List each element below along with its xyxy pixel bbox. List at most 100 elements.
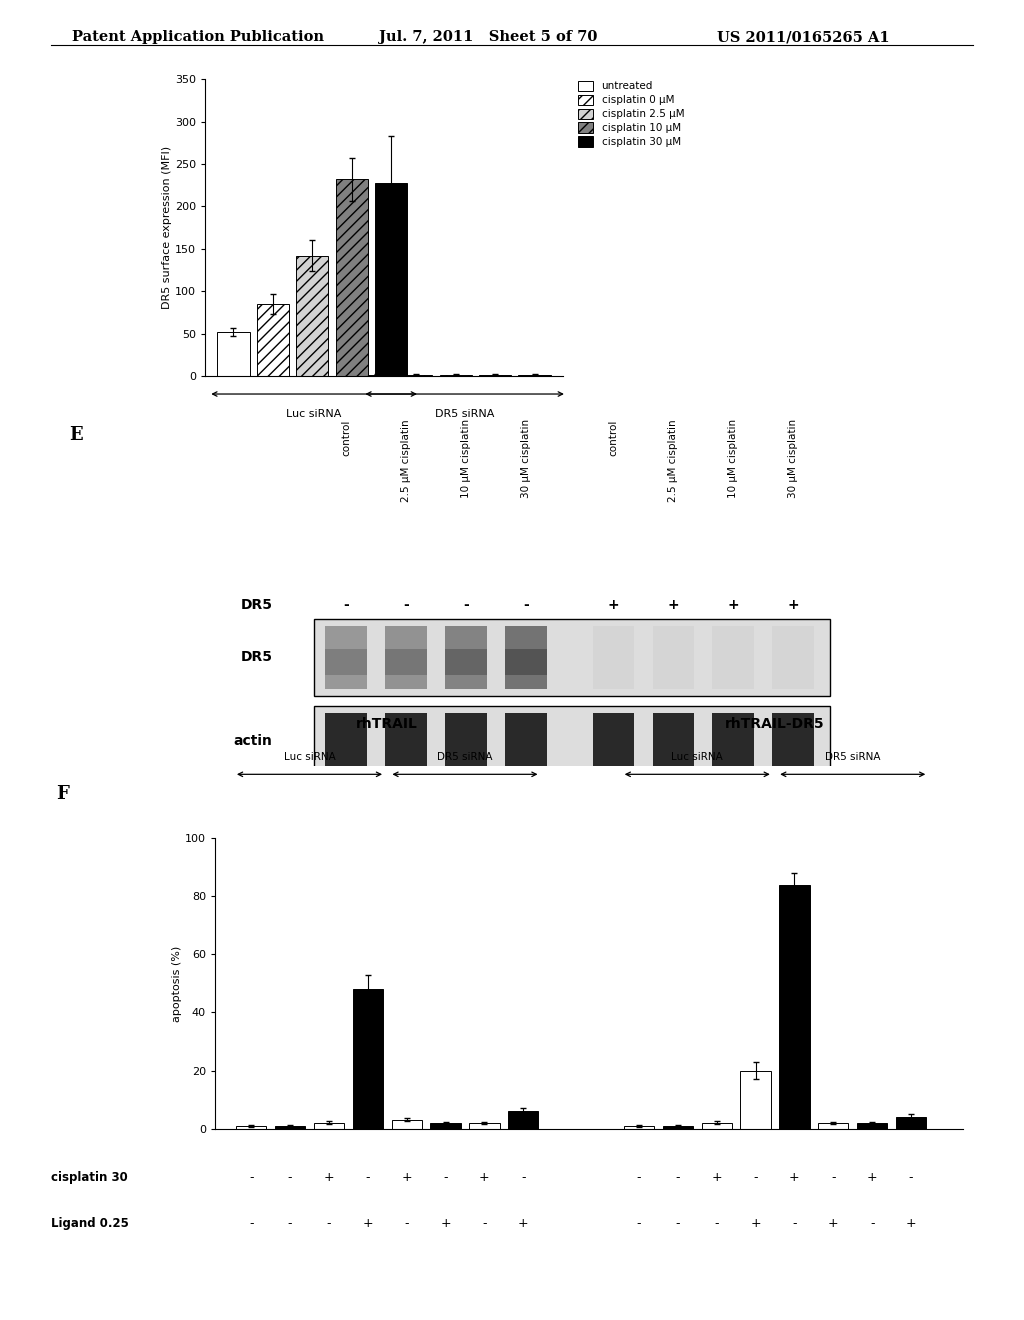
Bar <box>237 1126 266 1129</box>
Text: +: + <box>479 1171 489 1184</box>
Text: -: - <box>463 598 469 611</box>
Bar <box>352 989 383 1129</box>
Text: -: - <box>327 1217 331 1230</box>
Text: -: - <box>754 1171 758 1184</box>
Text: -: - <box>908 1171 913 1184</box>
Bar <box>772 713 814 770</box>
Text: -: - <box>523 598 528 611</box>
Bar <box>385 649 427 675</box>
Text: +: + <box>790 1171 800 1184</box>
Text: -: - <box>366 1171 370 1184</box>
Text: -: - <box>831 1171 836 1184</box>
Bar <box>505 713 547 770</box>
Bar <box>326 626 367 689</box>
Bar <box>313 1123 344 1129</box>
Bar <box>508 1111 539 1129</box>
Text: E: E <box>70 426 83 445</box>
Bar <box>505 649 547 675</box>
Text: -: - <box>288 1217 292 1230</box>
Text: Luc siRNA: Luc siRNA <box>284 752 336 762</box>
Bar <box>296 256 329 376</box>
Text: rhTRAIL-DR5: rhTRAIL-DR5 <box>725 717 824 731</box>
Bar <box>713 713 754 770</box>
Text: +: + <box>867 1171 878 1184</box>
Text: -: - <box>637 1171 641 1184</box>
Bar <box>385 626 427 689</box>
Bar <box>385 713 427 770</box>
Text: -: - <box>676 1217 680 1230</box>
Text: control: control <box>608 420 618 455</box>
Bar <box>652 626 694 689</box>
Text: DR5 siRNA: DR5 siRNA <box>437 752 493 762</box>
Text: +: + <box>362 1217 373 1230</box>
Bar <box>663 1126 693 1129</box>
Bar <box>857 1123 887 1129</box>
Bar <box>593 626 634 689</box>
Text: +: + <box>751 1217 761 1230</box>
Text: +: + <box>607 598 620 611</box>
Bar <box>818 1123 849 1129</box>
Text: -: - <box>249 1171 254 1184</box>
Text: Luc siRNA: Luc siRNA <box>287 409 342 418</box>
Bar <box>593 713 634 770</box>
Text: 30 μM cisplatin: 30 μM cisplatin <box>788 420 798 499</box>
Text: US 2011/0165265 A1: US 2011/0165265 A1 <box>717 30 890 45</box>
Y-axis label: DR5 surface expression (MFI): DR5 surface expression (MFI) <box>162 147 172 309</box>
Bar <box>740 1071 771 1129</box>
Text: +: + <box>401 1171 412 1184</box>
Text: -: - <box>249 1217 254 1230</box>
Text: -: - <box>403 598 409 611</box>
Text: +: + <box>727 598 739 611</box>
Text: +: + <box>787 598 799 611</box>
Text: -: - <box>521 1171 525 1184</box>
Bar <box>624 1126 654 1129</box>
Bar <box>275 1126 305 1129</box>
Y-axis label: apoptosis (%): apoptosis (%) <box>172 945 182 1022</box>
Text: F: F <box>56 785 70 804</box>
Bar <box>896 1117 926 1129</box>
Bar <box>439 375 472 376</box>
Text: -: - <box>793 1217 797 1230</box>
Legend: untreated, cisplatin 0 μM, cisplatin 2.5 μM, cisplatin 10 μM, cisplatin 30 μM: untreated, cisplatin 0 μM, cisplatin 2.5… <box>575 78 686 149</box>
Text: DR5 siRNA: DR5 siRNA <box>435 409 495 418</box>
Text: cisplatin 30: cisplatin 30 <box>51 1171 128 1184</box>
Text: -: - <box>637 1217 641 1230</box>
Text: 10 μM cisplatin: 10 μM cisplatin <box>728 420 738 499</box>
Text: -: - <box>482 1217 486 1230</box>
Text: Ligand 0.25: Ligand 0.25 <box>51 1217 129 1230</box>
Text: -: - <box>870 1217 874 1230</box>
Bar <box>326 713 367 770</box>
Bar <box>505 626 547 689</box>
Text: -: - <box>443 1171 447 1184</box>
Bar <box>518 375 551 376</box>
Bar <box>313 619 830 696</box>
Text: DR5 siRNA: DR5 siRNA <box>825 752 881 762</box>
Bar <box>445 713 486 770</box>
Bar <box>217 333 250 376</box>
Bar <box>375 182 408 376</box>
Text: +: + <box>324 1171 334 1184</box>
Bar <box>400 375 432 376</box>
Text: +: + <box>668 598 679 611</box>
Text: +: + <box>828 1217 839 1230</box>
Text: 2.5 μM cisplatin: 2.5 μM cisplatin <box>669 420 678 502</box>
Text: rhTRAIL: rhTRAIL <box>356 717 418 731</box>
Text: actin: actin <box>233 734 272 748</box>
Text: 10 μM cisplatin: 10 μM cisplatin <box>461 420 471 499</box>
Bar <box>445 626 486 689</box>
Text: 30 μM cisplatin: 30 μM cisplatin <box>521 420 530 499</box>
Bar <box>652 713 694 770</box>
Bar <box>445 649 486 675</box>
Text: +: + <box>440 1217 451 1230</box>
Text: Patent Application Publication: Patent Application Publication <box>72 30 324 45</box>
Bar <box>360 375 393 376</box>
Bar <box>257 304 289 376</box>
Text: DR5: DR5 <box>241 598 272 611</box>
Text: Jul. 7, 2011   Sheet 5 of 70: Jul. 7, 2011 Sheet 5 of 70 <box>379 30 597 45</box>
Text: DR5: DR5 <box>241 651 272 664</box>
Text: +: + <box>518 1217 528 1230</box>
Text: control: control <box>341 420 351 455</box>
Text: -: - <box>343 598 349 611</box>
Text: Luc siRNA: Luc siRNA <box>672 752 723 762</box>
Bar <box>391 1119 422 1129</box>
